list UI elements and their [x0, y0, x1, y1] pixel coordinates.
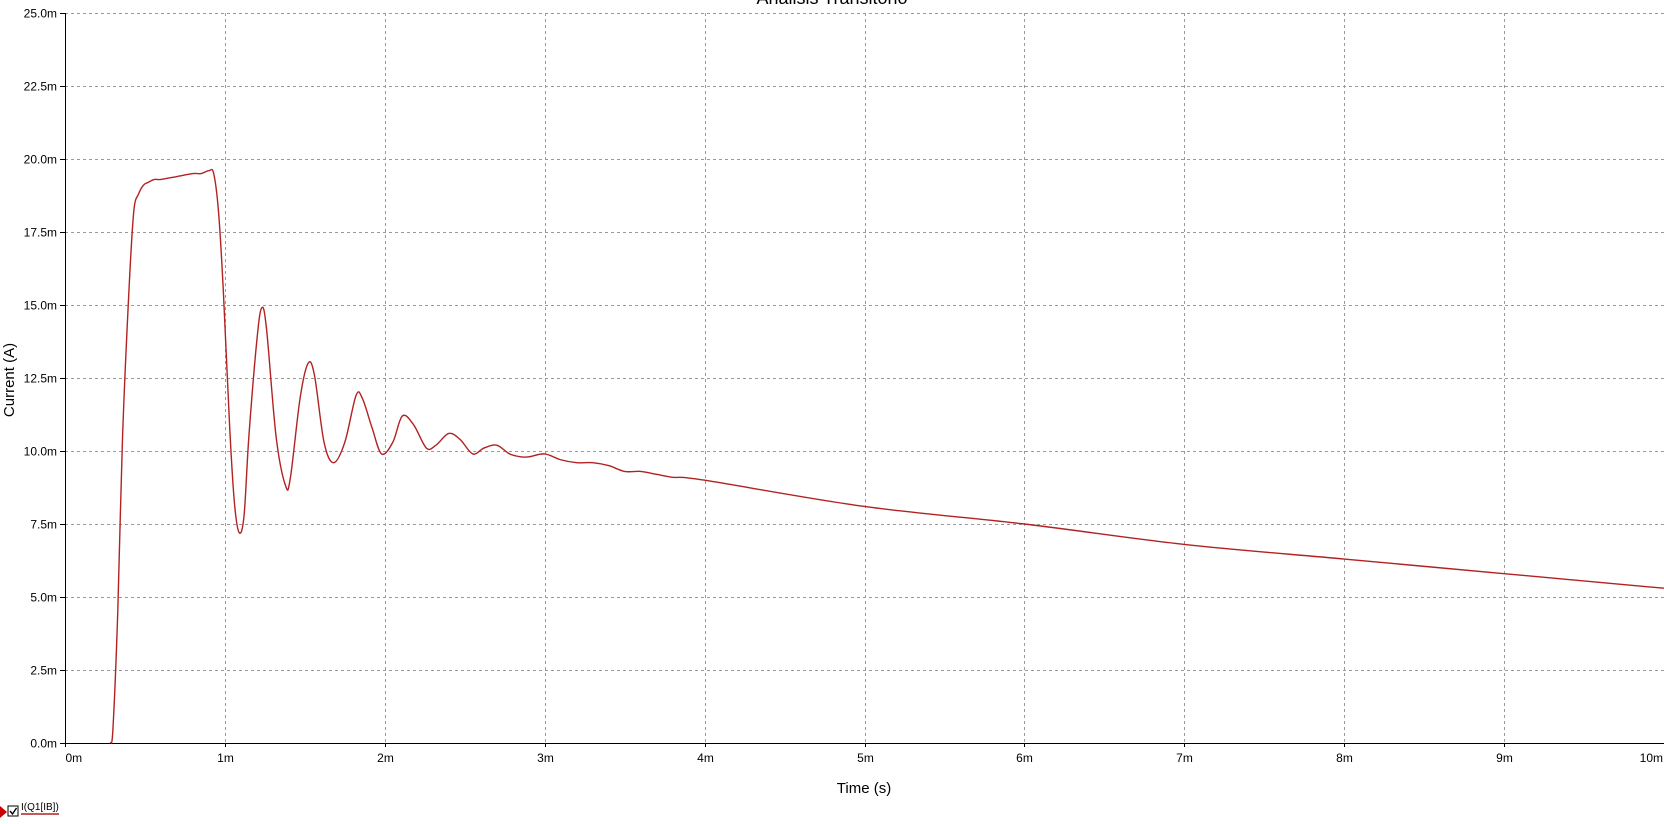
series-layer	[109, 168, 1664, 744]
x-tick-label: 7m	[1176, 751, 1193, 765]
y-tick-label: 17.5m	[24, 226, 57, 240]
x-tick-label: 3m	[537, 751, 554, 765]
axes	[60, 13, 1664, 747]
x-tick-label: 10m	[1640, 751, 1663, 765]
legend-marker-icon	[0, 806, 7, 818]
y-tick-label: 20.0m	[24, 153, 57, 167]
x-tick-label: 5m	[857, 751, 874, 765]
x-tick-label: 4m	[697, 751, 714, 765]
x-tick-label: 2m	[377, 751, 394, 765]
x-tick-labels: 0m 1m 2m 3m 4m 5m 6m 7m 8m 9m 10m	[66, 751, 1664, 765]
legend: I(Q1[IB])	[0, 802, 59, 818]
series-line	[109, 168, 1664, 744]
grid-lines	[65, 13, 1664, 743]
legend-series-label: I(Q1[IB])	[21, 802, 59, 813]
y-tick-label: 7.5m	[30, 518, 57, 532]
y-tick-label: 15.0m	[24, 299, 57, 313]
x-tick-label: 0m	[66, 751, 83, 765]
y-tick-labels: 0.0m 2.5m 5.0m 7.5m 10.0m 12.5m 15.0m 17.5m 20.0…	[24, 7, 57, 751]
y-tick-label: 10.0m	[24, 445, 57, 459]
y-tick-label: 2.5m	[30, 664, 57, 678]
y-axis-title: Current (A)	[1, 343, 18, 417]
y-tick-label: 12.5m	[24, 372, 57, 386]
legend-checkbox[interactable]	[7, 805, 19, 817]
y-tick-label: 5.0m	[30, 591, 57, 605]
x-tick-label: 6m	[1016, 751, 1033, 765]
x-tick-label: 8m	[1336, 751, 1353, 765]
x-tick-label: 9m	[1496, 751, 1513, 765]
y-tick-label: 0.0m	[30, 737, 57, 751]
checkmark-icon	[9, 807, 18, 816]
y-tick-label: 25.0m	[24, 7, 57, 21]
x-axis-title: Time (s)	[837, 780, 891, 797]
chart-title: Análisis Transitorio	[756, 0, 907, 8]
x-tick-label: 1m	[217, 751, 234, 765]
y-tick-label: 22.5m	[24, 80, 57, 94]
